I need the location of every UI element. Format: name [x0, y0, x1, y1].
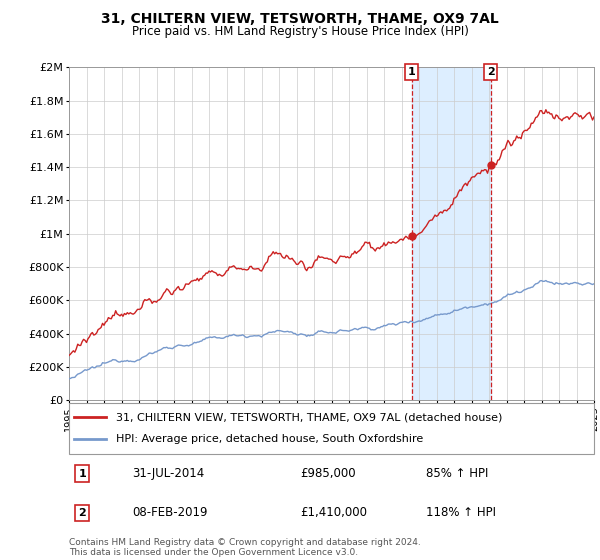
Text: 2: 2 [78, 508, 86, 518]
Text: 2: 2 [487, 67, 494, 77]
Text: 31, CHILTERN VIEW, TETSWORTH, THAME, OX9 7AL (detached house): 31, CHILTERN VIEW, TETSWORTH, THAME, OX9… [116, 412, 503, 422]
Text: 08-FEB-2019: 08-FEB-2019 [132, 506, 208, 519]
Text: Price paid vs. HM Land Registry's House Price Index (HPI): Price paid vs. HM Land Registry's House … [131, 25, 469, 38]
Text: 85% ↑ HPI: 85% ↑ HPI [426, 467, 488, 480]
Text: 31, CHILTERN VIEW, TETSWORTH, THAME, OX9 7AL: 31, CHILTERN VIEW, TETSWORTH, THAME, OX9… [101, 12, 499, 26]
Text: HPI: Average price, detached house, South Oxfordshire: HPI: Average price, detached house, Sout… [116, 435, 424, 445]
Text: 1: 1 [78, 469, 86, 479]
Text: £1,410,000: £1,410,000 [300, 506, 367, 519]
Text: Contains HM Land Registry data © Crown copyright and database right 2024.
This d: Contains HM Land Registry data © Crown c… [69, 538, 421, 557]
Text: 1: 1 [408, 67, 416, 77]
Text: 118% ↑ HPI: 118% ↑ HPI [426, 506, 496, 519]
Text: £985,000: £985,000 [300, 467, 356, 480]
Bar [412, 67, 491, 400]
FancyBboxPatch shape [69, 403, 594, 454]
Text: 31-JUL-2014: 31-JUL-2014 [132, 467, 204, 480]
